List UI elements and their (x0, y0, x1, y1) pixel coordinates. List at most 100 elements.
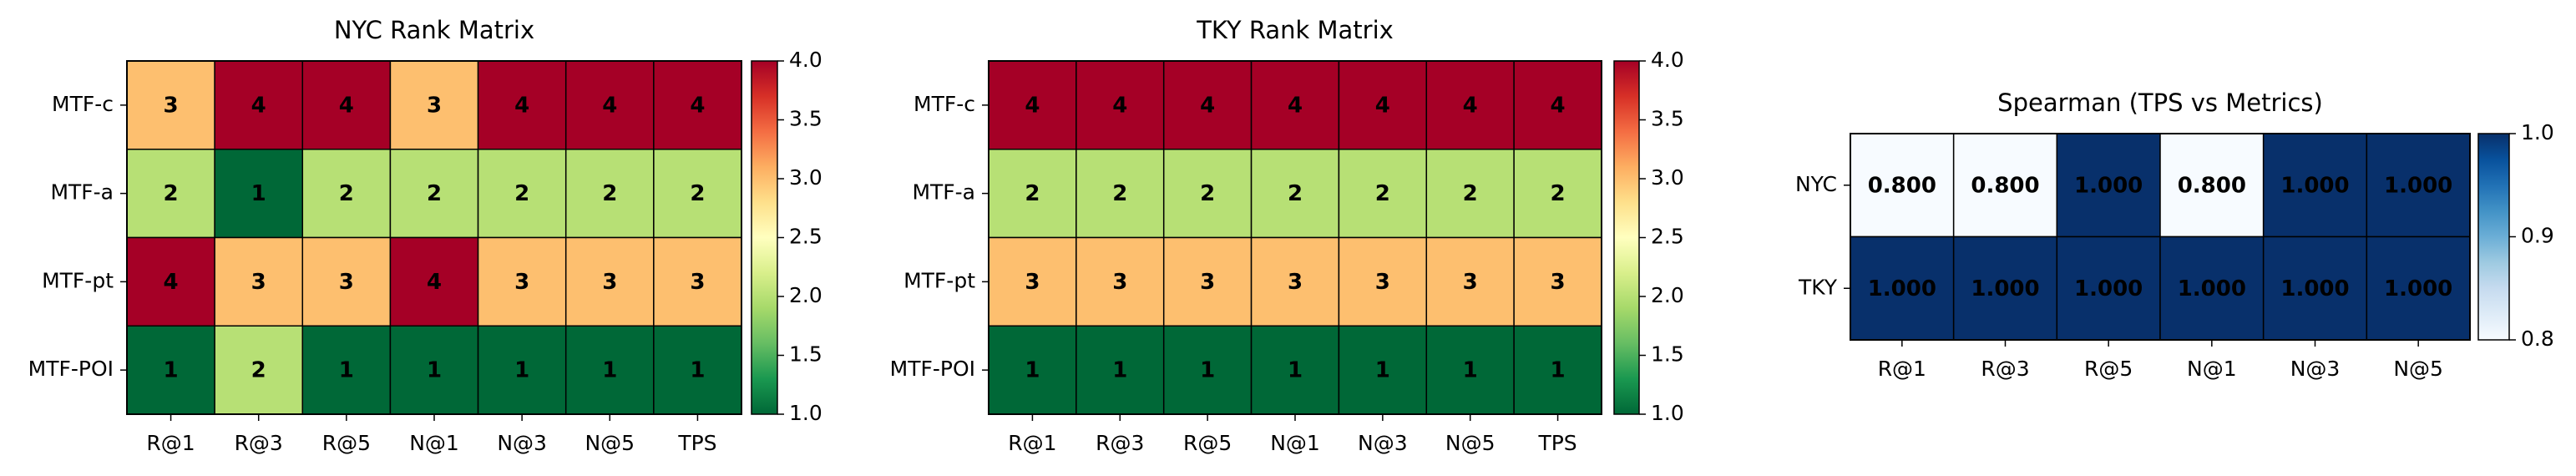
y-tick-label: MTF-c (913, 92, 975, 116)
heatmap-cell (1425, 149, 1515, 239)
colorbar-tick-label: 3.5 (789, 107, 822, 131)
cell-label: 1 (339, 358, 354, 383)
cell-label: 4 (1200, 93, 1215, 118)
x-tick-label: R@5 (322, 431, 371, 455)
heatmap-cell (564, 60, 655, 150)
cell-label: 1.000 (2280, 276, 2349, 301)
cell-label: 2 (602, 181, 617, 206)
colorbar-tick-label: 3.5 (1651, 107, 1684, 131)
x-tick-label: N@1 (1270, 431, 1320, 455)
cell-label: 0.800 (1868, 173, 1936, 198)
colorbar-tick-label: 1.0 (1651, 401, 1684, 425)
cell-label: 1 (251, 181, 266, 206)
colorbar-tick-label: 2.5 (789, 225, 822, 249)
cell-label: 1 (1463, 358, 1478, 383)
cell-label: 2 (514, 181, 529, 206)
cell-label: 1 (1112, 358, 1127, 383)
y-tick-label: MTF-pt (903, 268, 975, 292)
colorbar-tick-label: 3.0 (789, 165, 822, 190)
cell-label: 3 (1551, 270, 1566, 295)
cell-label: 3 (251, 270, 266, 295)
heatmap-cell (1162, 149, 1253, 239)
cell-label: 4 (514, 93, 529, 118)
heatmap-cell (1250, 325, 1340, 415)
heatmap-cell (126, 60, 215, 150)
cell-label: 3 (1200, 270, 1215, 295)
cell-label: 3 (1288, 270, 1303, 295)
chart-title: NYC Rank Matrix (334, 16, 534, 44)
cell-label: 1 (1551, 358, 1566, 383)
x-tick-label: N@5 (1445, 431, 1495, 455)
heatmap-cell (1338, 149, 1428, 239)
cell-label: 2 (1375, 181, 1390, 206)
y-tick-label: NYC (1795, 172, 1837, 196)
cell-label: 2 (1112, 181, 1127, 206)
colorbar-tick-label: 1.5 (1651, 342, 1684, 367)
chart-title: Spearman (TPS vs Metrics) (1997, 89, 2323, 117)
cell-label: 1.000 (1868, 276, 1936, 301)
heatmap-cell (988, 325, 1077, 415)
heatmap-cell (389, 60, 479, 150)
cell-label: 1.000 (2384, 173, 2452, 198)
cell-label: 2 (690, 181, 705, 206)
cell-label: 4 (427, 270, 442, 295)
heatmap-cell (1250, 236, 1340, 327)
heatmap-cell (214, 236, 304, 327)
cell-label: 4 (602, 93, 617, 118)
x-tick-label: R@3 (235, 431, 283, 455)
x-tick-label: N@1 (409, 431, 459, 455)
colorbar-tick-label: 1.5 (789, 342, 822, 367)
cell-label: 1.000 (2384, 276, 2452, 301)
cell-label: 0.800 (2178, 173, 2246, 198)
colorbar-tick-label: 0.9 (2521, 224, 2554, 248)
cell-label: 3 (1025, 270, 1040, 295)
heatmap-cell (2056, 235, 2161, 341)
y-tick-label: TKY (1798, 275, 1838, 299)
heatmap-cell (1952, 133, 2058, 238)
heatmap-cell (2159, 235, 2265, 341)
cell-label: 2 (427, 181, 442, 206)
y-tick-label: MTF-a (912, 180, 975, 205)
cell-label: 1.000 (2280, 173, 2349, 198)
cell-label: 4 (251, 93, 266, 118)
x-tick-label: TPS (1537, 431, 1576, 455)
colorbar-tick-label: 4.0 (1651, 48, 1684, 72)
heatmap-cell (653, 149, 742, 239)
x-tick-label: R@3 (1096, 431, 1144, 455)
x-tick-label: R@1 (146, 431, 195, 455)
cell-label: 3 (514, 270, 529, 295)
heatmap-cell (1513, 236, 1602, 327)
heatmap-cell (389, 236, 479, 327)
cell-label: 1 (1288, 358, 1303, 383)
heatmap-cell (1075, 236, 1165, 327)
cell-label: 3 (1112, 270, 1127, 295)
cell-label: 3 (1375, 270, 1390, 295)
cell-label: 1 (1025, 358, 1040, 383)
colorbar-tick-label: 2.5 (1651, 225, 1684, 249)
y-tick-label: MTF-pt (42, 268, 114, 292)
heatmap-cell (214, 325, 304, 415)
cell-label: 4 (1551, 93, 1566, 118)
cell-label: 4 (690, 93, 705, 118)
heatmap-cell (564, 325, 655, 415)
cell-label: 1.000 (2074, 276, 2143, 301)
heatmap-cell (1850, 133, 1955, 238)
x-tick-label: N@3 (2290, 357, 2341, 381)
cell-label: 3 (690, 270, 705, 295)
heatmap-cell (301, 236, 392, 327)
heatmap-cell (653, 325, 742, 415)
heatmap-cell (653, 236, 742, 327)
x-tick-label: N@5 (585, 431, 635, 455)
heatmap-cell (1513, 325, 1602, 415)
cell-label: 1.000 (2074, 173, 2143, 198)
cell-label: 0.800 (1971, 173, 2039, 198)
heatmap-cell (389, 325, 479, 415)
cell-label: 3 (427, 93, 442, 118)
y-tick-label: MTF-c (52, 92, 114, 116)
colorbar (751, 60, 778, 415)
heatmap-cell (1952, 235, 2058, 341)
heatmap-cell (2262, 133, 2368, 238)
x-tick-label: R@5 (1183, 431, 1232, 455)
colorbar-tick-label: 3.0 (1651, 165, 1684, 190)
